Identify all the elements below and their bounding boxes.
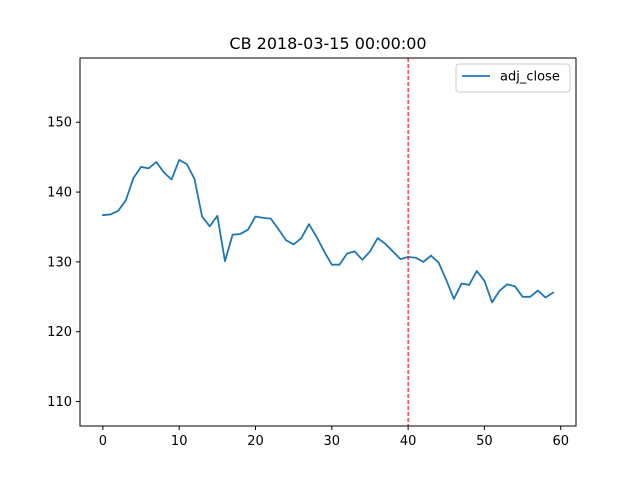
series-line-adj-close xyxy=(101,159,555,304)
x-tick-label: 60 xyxy=(552,434,569,449)
legend: adj_close xyxy=(455,63,571,93)
x-tick-label: 10 xyxy=(171,434,188,449)
plot-area xyxy=(101,58,555,426)
legend-box xyxy=(455,63,571,93)
x-tick-label: 0 xyxy=(99,434,107,449)
y-tick-label: 140 xyxy=(47,186,72,201)
x-tick-label: 40 xyxy=(400,434,417,449)
axes-frame xyxy=(79,57,577,427)
y-tick-label: 130 xyxy=(47,255,72,270)
x-tick-label: 30 xyxy=(324,434,341,449)
x-axis: 0 10 20 30 40 50 60 xyxy=(99,426,569,449)
chart-title: CB 2018-03-15 00:00:00 xyxy=(229,34,426,53)
y-tick-label: 120 xyxy=(47,325,72,340)
y-tick-label: 110 xyxy=(47,395,72,410)
y-tick-label: 150 xyxy=(47,116,72,131)
y-axis: 110 120 130 140 150 xyxy=(47,116,80,410)
x-tick-label: 20 xyxy=(247,434,264,449)
legend-label: adj_close xyxy=(500,70,560,85)
x-tick-label: 50 xyxy=(476,434,493,449)
